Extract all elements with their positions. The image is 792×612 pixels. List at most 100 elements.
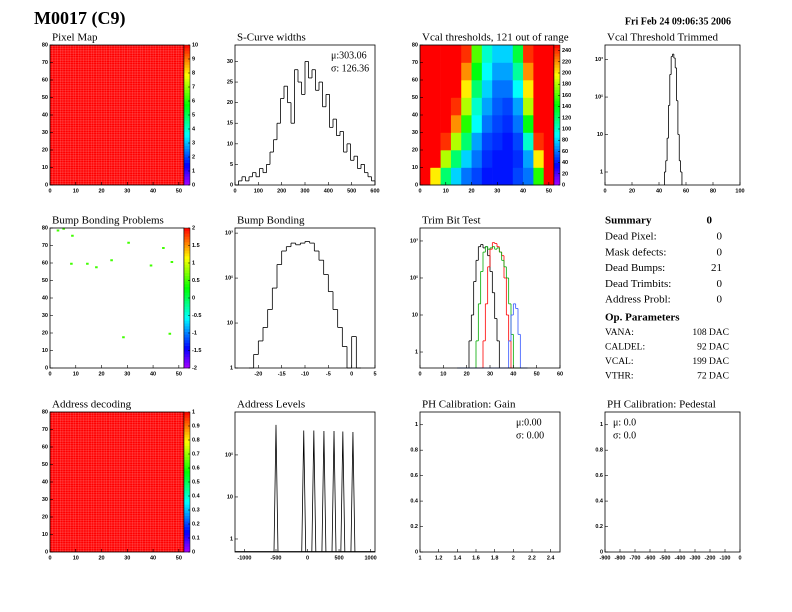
heatmap-cell [471, 62, 483, 81]
colorbar-segment [184, 115, 190, 119]
colorbar-segment [184, 281, 190, 285]
y-tick-label: 50 [42, 462, 48, 468]
heatmap-cell [461, 132, 472, 151]
colorbar-segment [554, 154, 560, 158]
x-tick-label: -400 [674, 555, 685, 561]
colorbar-segment [554, 143, 560, 147]
point [86, 262, 89, 265]
x-tick-label: 20 [468, 188, 474, 194]
z-tick-label: 1.5 [192, 243, 200, 249]
y-tick-label: 1 [600, 169, 603, 175]
x-tick-label: 0 [738, 555, 741, 561]
op-value: 72 DAC [697, 372, 729, 382]
colorbar-segment [184, 123, 190, 127]
colorbar-segment [184, 267, 190, 271]
colorbar-segment [184, 331, 190, 335]
heatmap-cell [461, 167, 472, 186]
colorbar-segment [184, 507, 190, 511]
z-tick-label: 5 [192, 112, 195, 118]
spike [331, 431, 337, 553]
heatmap-cell [492, 150, 503, 168]
colorbar-segment [184, 117, 190, 121]
op-label: CALDEL: [605, 343, 645, 353]
z-tick-label: 8 [192, 70, 195, 76]
colorbar-segment [554, 73, 560, 77]
colorbar-segment [554, 106, 560, 110]
x-tick-label: 5 [373, 371, 376, 377]
y-tick-label: 80 [42, 42, 48, 48]
x-tick-label: 2.2 [528, 555, 536, 561]
y-tick-label: 70 [42, 60, 48, 66]
heatmap-cell [492, 62, 503, 81]
y-tick-label: 40 [42, 479, 48, 485]
colorbar-segment [184, 275, 190, 279]
heatmap-cell [492, 115, 503, 133]
heatmap-cell [502, 97, 514, 116]
x-tick-label: 0 [306, 555, 309, 561]
panel-title: Trim Bit Test [422, 215, 481, 227]
y-tick-label: 40 [412, 112, 418, 118]
y-tick-label: 10 [227, 141, 233, 147]
heatmap-cell [450, 167, 462, 186]
colorbar-segment [184, 328, 190, 332]
colorbar-segment [184, 359, 190, 363]
colorbar-segment [184, 134, 190, 138]
colorbar-segment [184, 75, 190, 79]
heatmap-cell [420, 132, 431, 151]
colorbar-segment [184, 426, 190, 430]
heatmap-cell [420, 97, 431, 116]
x-tick-label: 0 [350, 371, 353, 377]
y-tick-label: 80 [42, 225, 48, 231]
x-tick-label: 100 [254, 188, 263, 194]
colorbar-segment [554, 126, 560, 130]
colorbar-segment [184, 546, 190, 550]
z-tick-label: -0.5 [192, 313, 201, 319]
colorbar-segment [554, 173, 560, 177]
z-tick-label: 9 [192, 56, 195, 62]
heatmap-cell [512, 150, 524, 168]
z-tick-label: 10 [192, 42, 198, 48]
colorbar-segment [184, 473, 190, 477]
colorbar-segment [554, 129, 560, 133]
heatmap-cell [430, 45, 441, 63]
y-tick-label: 10 [42, 532, 48, 538]
colorbar-segment [184, 289, 190, 293]
heatmap-cell [523, 97, 534, 116]
colorbar-segment [184, 306, 190, 310]
colorbar-segment [184, 101, 190, 105]
y-tick-label: 10² [225, 451, 233, 458]
heatmap-cell [543, 150, 555, 168]
colorbar-segment [184, 73, 190, 77]
colorbar-segment [184, 518, 190, 522]
heatmap-cell [440, 97, 452, 116]
summary-total: 0 [707, 215, 713, 227]
z-tick-label: 4 [192, 126, 196, 132]
y-tick-label: 50 [412, 95, 418, 101]
colorbar-segment [184, 151, 190, 155]
colorbar-segment [184, 300, 190, 304]
colorbar-segment [184, 482, 190, 486]
y-tick-label: 30 [227, 59, 233, 65]
colorbar-segment [184, 228, 190, 232]
colorbar-segment [554, 92, 560, 96]
heatmap-cell [440, 132, 452, 151]
x-tick-label: 600 [370, 188, 379, 194]
heatmap-cell [440, 45, 452, 63]
op-label: VANA: [605, 328, 634, 338]
heatmap-cell [471, 132, 483, 151]
y-tick-label: 0.2 [595, 524, 603, 530]
y-tick-label: 0 [45, 549, 48, 555]
spike [311, 430, 317, 553]
point [122, 336, 125, 339]
z-tick-label: 0.3 [192, 507, 200, 513]
x-tick-label: -300 [689, 555, 700, 561]
heatmap-cell [543, 62, 555, 81]
stat-annotation: σ: 0.00 [516, 430, 544, 441]
plot-area [235, 228, 375, 368]
plot-frame [604, 411, 741, 553]
colorbar-segment [184, 487, 190, 491]
x-tick-label: 20 [98, 555, 104, 561]
x-tick-label: 60 [557, 371, 563, 377]
heatmap-cell [50, 45, 184, 185]
